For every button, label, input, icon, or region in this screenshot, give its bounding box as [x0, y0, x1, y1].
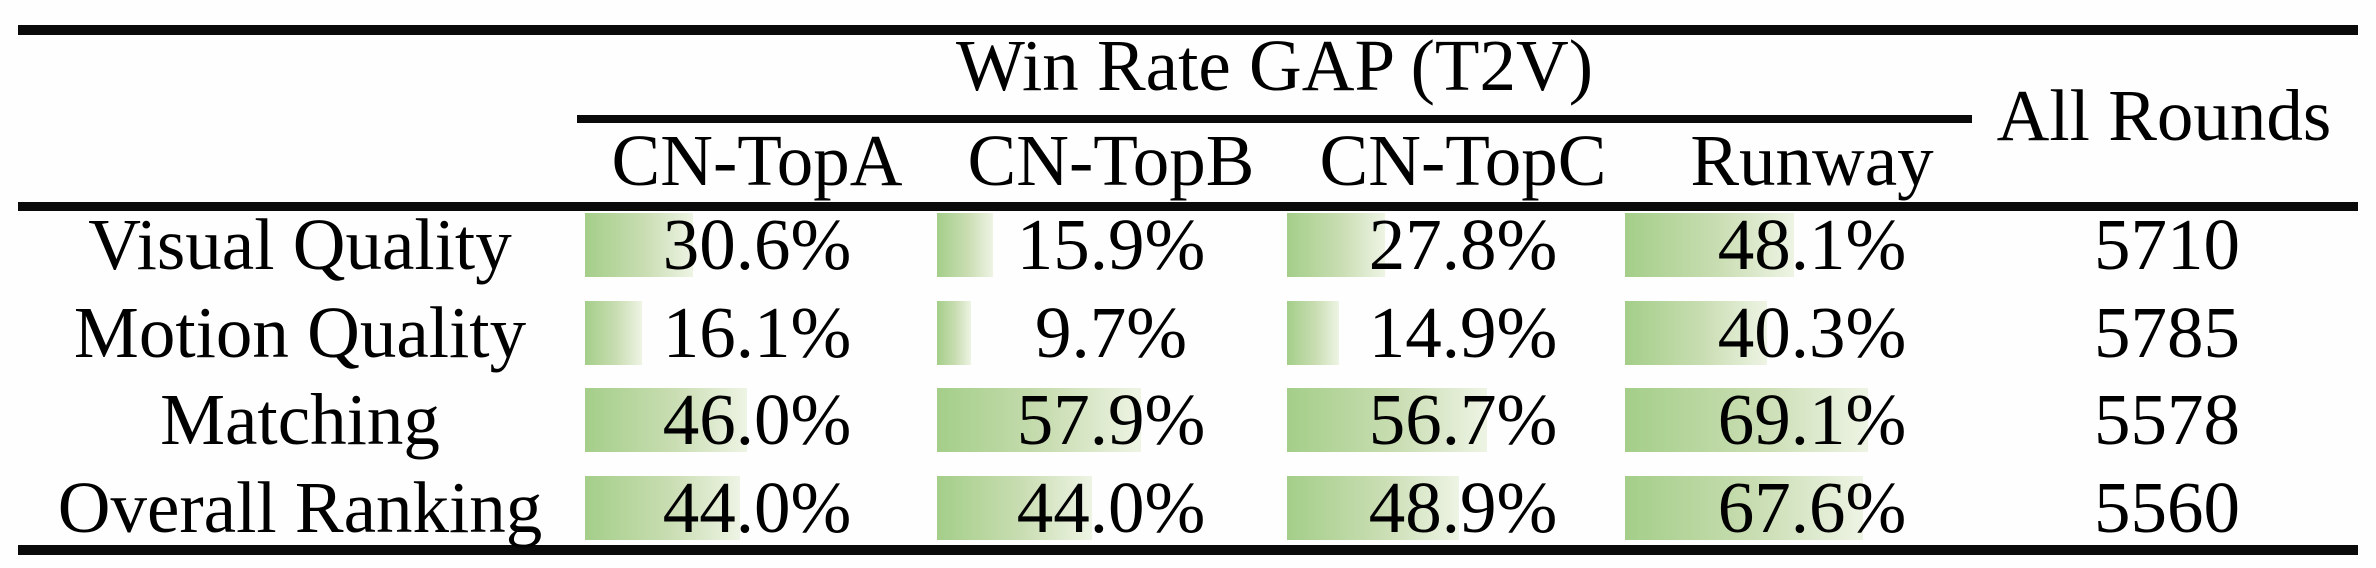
win-rate-bar [585, 213, 693, 277]
top-rule [18, 25, 2358, 35]
win-rate-value: 56.7% [1368, 379, 1558, 460]
win-rate-value: 27.8% [1368, 204, 1558, 285]
win-rate-value: 40.3% [1717, 292, 1907, 373]
win-rate-bar [937, 301, 972, 365]
win-rate-value: 57.9% [1016, 379, 1206, 460]
win-rate-bar [585, 476, 740, 540]
win-rate-bar [1287, 213, 1385, 277]
table-group-title: Win Rate GAP (T2V) [955, 25, 1594, 106]
column-span-rule [577, 115, 1972, 123]
win-rate-value: 30.6% [662, 204, 852, 285]
win-rate-value: 16.1% [662, 292, 852, 373]
row-label: Visual Quality [88, 204, 512, 285]
all-rounds-value: 5560 [2094, 467, 2240, 548]
bottom-rule [18, 545, 2358, 555]
win-rate-value: 44.0% [1016, 467, 1206, 548]
win-rate-value: 14.9% [1368, 292, 1558, 373]
row-label: Motion Quality [73, 292, 527, 373]
win-rate-value: 44.0% [662, 467, 852, 548]
column-header-cn-topc: CN-TopC [1319, 120, 1607, 201]
win-rate-bar [585, 388, 747, 452]
all-rounds-value: 5710 [2094, 204, 2240, 285]
win-rate-value: 46.0% [662, 379, 852, 460]
all-rounds-value: 5578 [2094, 379, 2240, 460]
win-rate-bar [1625, 213, 1795, 277]
win-rate-bar [937, 476, 1092, 540]
win-rate-value: 48.9% [1368, 467, 1558, 548]
row-label: Overall Ranking [57, 467, 543, 548]
win-rate-bar [1287, 476, 1460, 540]
row-label: Matching [160, 379, 440, 460]
column-header-runway: Runway [1690, 120, 1934, 201]
win-rate-bar [1287, 301, 1340, 365]
all-rounds-header: All Rounds [1996, 75, 2332, 156]
win-rate-bar [585, 301, 642, 365]
header-body-rule [18, 202, 2358, 211]
win-rate-value: 48.1% [1717, 204, 1907, 285]
all-rounds-value: 5785 [2094, 292, 2240, 373]
win-rate-bar [1287, 388, 1487, 452]
win-rate-value: 67.6% [1717, 467, 1907, 548]
column-header-cn-topa: CN-TopA [611, 120, 903, 201]
win-rate-bar [1625, 476, 1863, 540]
win-rate-bar [1625, 388, 1869, 452]
win-rate-value: 15.9% [1016, 204, 1206, 285]
win-rate-value: 69.1% [1717, 379, 1907, 460]
win-rate-bar [937, 388, 1141, 452]
column-header-cn-topb: CN-TopB [967, 120, 1255, 201]
win-rate-value: 9.7% [1034, 292, 1188, 373]
win-rate-bar [1625, 301, 1767, 365]
win-rate-bar [937, 213, 993, 277]
